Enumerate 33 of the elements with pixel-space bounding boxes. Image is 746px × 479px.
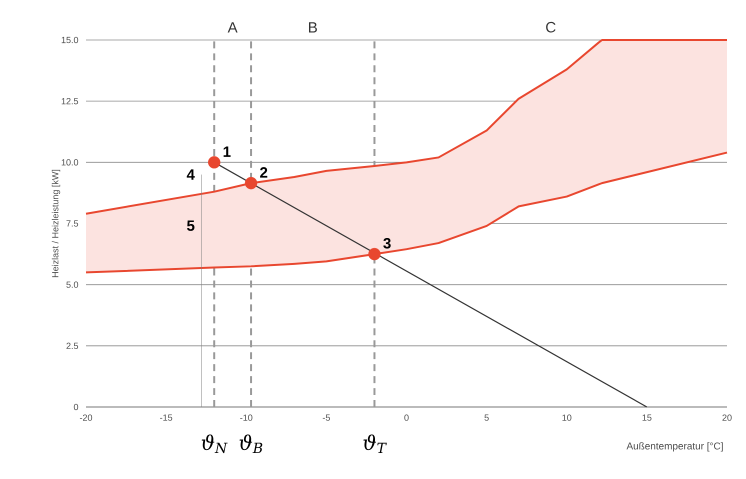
annotation: 2: [260, 167, 268, 178]
text: A: [228, 22, 238, 32]
x-tick-label: 0: [404, 414, 409, 421]
ref-line-label: ϑ$_{N}$: [202, 434, 228, 454]
ref-line-label: ϑ$_{B}$: [240, 434, 262, 453]
x-tick-label: 15: [642, 414, 652, 421]
y-tick-label: 10.0: [62, 159, 78, 166]
annotation: 4: [186, 169, 195, 180]
x-tick-label: 20: [722, 414, 732, 421]
y-tick-label: 12.5: [62, 98, 78, 104]
x-tick-label: 5: [484, 414, 489, 421]
annotation: 5: [187, 220, 194, 231]
y-tick-label: 2.5: [66, 342, 78, 350]
annotation: 3: [383, 238, 391, 249]
text: C: [546, 22, 556, 32]
ref-line-label: ϑ$_{T}$: [363, 434, 387, 453]
x-tick-label: -10: [240, 414, 252, 421]
text: B: [308, 22, 317, 32]
x-axis-title: Außentemperatur [°C]: [626, 442, 723, 452]
point: [244, 176, 258, 190]
point: [368, 248, 381, 260]
x-tick-label: -20: [80, 414, 92, 421]
y-tick-label: 15.0: [62, 36, 78, 44]
y-tick-label: 0: [74, 404, 78, 410]
point: [208, 156, 220, 169]
y-tick-label: 7.5: [66, 220, 78, 227]
x-tick-label: -15: [160, 414, 172, 421]
x-tick-label: 10: [562, 414, 572, 421]
line-series: [85, 38, 728, 215]
y-axis-title: Heizlast / Heizleistung [kW]: [52, 170, 60, 278]
annotation: 1: [224, 146, 231, 157]
y-tick-label: 5.0: [66, 281, 78, 288]
x-tick-label: -5: [322, 414, 330, 421]
